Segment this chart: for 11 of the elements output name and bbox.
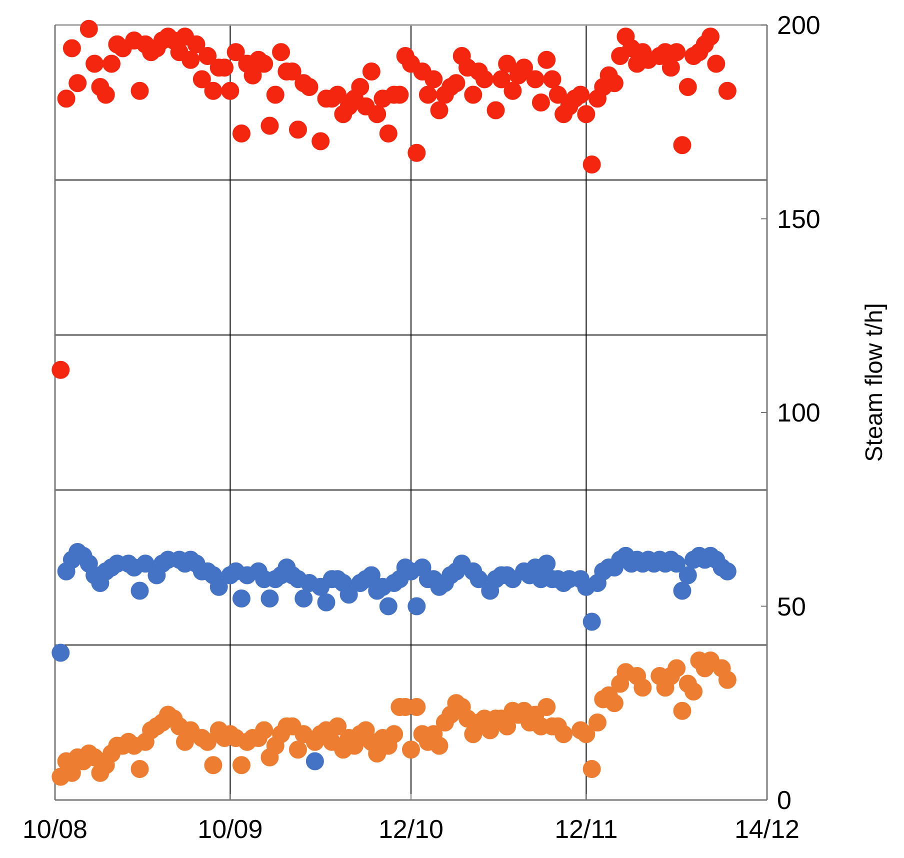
x-tick-label: 10/09 (198, 814, 263, 844)
x-tick-label: 12/10 (378, 814, 444, 844)
x-tick-label: 12/11 (554, 814, 618, 844)
x-tick-label: 10/08 (22, 814, 88, 844)
y-axis-title: Steam flow t/h] (861, 303, 888, 462)
y-tick-label: 200 (777, 10, 820, 40)
y-tick-label: 0 (777, 785, 792, 816)
y-tick-label: 150 (777, 204, 820, 234)
x-tick-label: 14/12 (734, 814, 800, 844)
y-tick-label: 100 (777, 398, 820, 428)
y-tick-label: 50 (777, 591, 806, 622)
